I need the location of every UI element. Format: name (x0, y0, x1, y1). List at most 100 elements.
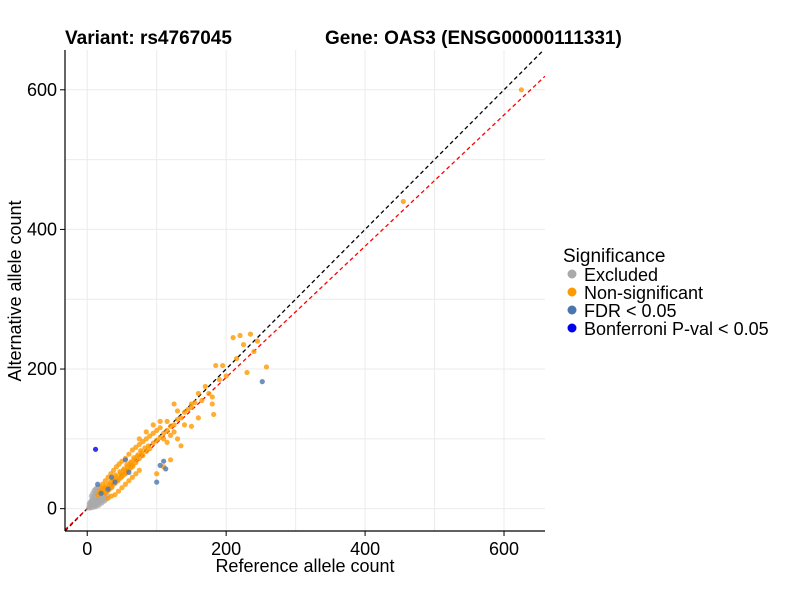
data-point (518, 87, 524, 93)
data-point (126, 478, 132, 484)
series-fdr-0-05 (95, 379, 265, 496)
data-point (216, 376, 222, 383)
data-point (181, 409, 188, 415)
data-point (131, 455, 137, 461)
data-point (164, 439, 170, 445)
data-point (202, 383, 208, 390)
data-point (157, 425, 163, 431)
data-point (178, 415, 184, 421)
data-point (161, 458, 167, 464)
data-point (138, 448, 144, 454)
data-point (192, 399, 198, 406)
data-point (135, 452, 141, 458)
legend-key-0 (567, 269, 577, 279)
data-point (133, 444, 139, 450)
data-point (174, 436, 181, 442)
data-point (126, 451, 132, 457)
legend-title: Significance (563, 246, 665, 267)
data-point (147, 446, 153, 452)
data-point (167, 432, 174, 438)
data-point (164, 418, 170, 424)
data-point (154, 437, 160, 443)
data-point (129, 447, 135, 453)
x-axis-label: Reference allele count (215, 556, 394, 576)
data-point (209, 401, 215, 407)
data-point (154, 479, 160, 485)
x-tick-label: 0 (82, 539, 92, 559)
data-point (230, 335, 236, 341)
data-point (124, 462, 130, 468)
data-point (101, 487, 107, 493)
data-point (150, 422, 156, 428)
axis-ticks: 0 200 400 600 0 200 400 600 (27, 80, 519, 559)
data-point (136, 467, 142, 473)
data-point (400, 198, 406, 205)
data-point (136, 441, 142, 448)
data-point (140, 439, 146, 445)
data-point (142, 445, 148, 451)
legend-label: Excluded (584, 265, 658, 285)
data-point (171, 401, 177, 407)
legend-label: FDR < 0.05 (584, 301, 677, 321)
legend-label: Bonferroni P-val < 0.05 (584, 319, 769, 339)
data-point (251, 348, 257, 355)
series-bonferroni-p-val-0-05 (92, 446, 99, 452)
data-point (147, 433, 153, 439)
data-point (254, 338, 261, 344)
data-point (233, 355, 240, 362)
x-tick-label: 600 (489, 539, 519, 559)
data-point (171, 429, 177, 435)
data-point (195, 415, 201, 421)
data-point (108, 474, 115, 480)
x-tick-label: 200 (211, 539, 241, 559)
data-point (188, 423, 195, 429)
data-point (150, 430, 156, 436)
data-point (88, 493, 94, 499)
axes (64, 50, 545, 532)
data-point (133, 471, 139, 477)
data-point (178, 443, 184, 449)
data-point (143, 436, 149, 442)
data-point (211, 411, 217, 418)
data-point (108, 493, 115, 499)
data-point (195, 390, 201, 397)
data-point (209, 394, 215, 400)
data-point (136, 436, 142, 442)
series-non-significant (95, 87, 524, 501)
y-tick-label: 200 (27, 359, 57, 379)
data-point (112, 479, 118, 485)
data-point (121, 466, 127, 472)
y-tick-label: 600 (27, 80, 57, 100)
data-point (259, 379, 265, 385)
legend-key-1 (567, 287, 577, 297)
data-point (161, 430, 167, 436)
data-point (89, 498, 95, 504)
data-point (102, 478, 108, 484)
data-point (164, 427, 170, 434)
data-point (122, 457, 129, 463)
data-point (167, 457, 174, 463)
data-point (244, 369, 250, 376)
data-point (140, 453, 146, 459)
chart-title-gene: Gene: OAS3 (ENSG00000111331) (325, 28, 622, 49)
x-tick-label: 400 (350, 539, 380, 559)
data-point (188, 404, 195, 411)
data-point (143, 429, 149, 435)
data-point (213, 362, 219, 369)
data-point (98, 490, 104, 496)
legend: Significance ExcludedNon-significantFDR … (563, 246, 769, 339)
data-point (111, 467, 117, 473)
data-point (171, 422, 177, 428)
data-point (117, 469, 123, 475)
data-point (113, 472, 119, 478)
data-point (157, 418, 163, 424)
data-point (223, 373, 229, 379)
data-point (161, 436, 167, 442)
legend-key-3 (567, 323, 577, 333)
data-point (240, 342, 247, 348)
data-point (220, 362, 226, 369)
data-point (105, 486, 111, 492)
data-points (86, 87, 524, 511)
y-tick-label: 0 (47, 499, 57, 519)
